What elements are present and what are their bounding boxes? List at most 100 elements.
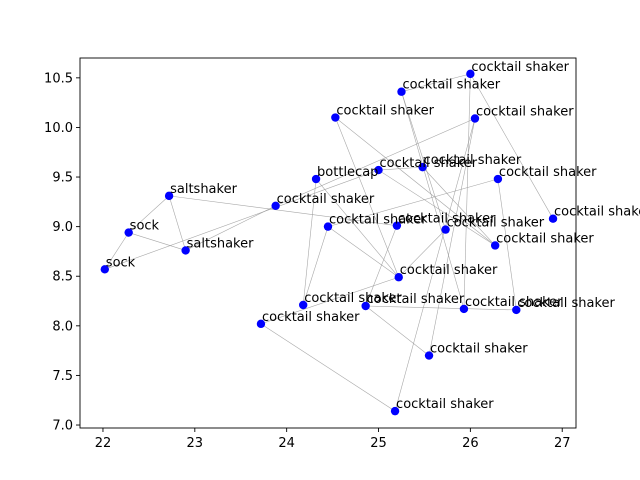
data-point	[392, 221, 402, 230]
point-label: sock	[106, 255, 136, 270]
x-tick-label: 24	[278, 436, 295, 451]
data-point	[299, 300, 308, 310]
graph-edge	[394, 118, 476, 412]
points-layer	[100, 69, 558, 416]
graph-edge	[365, 305, 430, 356]
point-label: cocktail shaker	[400, 263, 498, 278]
data-point	[100, 265, 110, 274]
point-label: saltshaker	[187, 236, 254, 251]
graph-edge	[497, 178, 517, 310]
data-point	[397, 87, 406, 96]
graph-edge	[315, 178, 399, 278]
data-point	[441, 225, 450, 234]
graph-edge	[463, 73, 471, 309]
x-tick-label: 23	[187, 436, 204, 451]
point-label: cocktail shaker	[402, 78, 500, 93]
point-label: cocktail shaker	[380, 156, 478, 171]
data-point	[418, 162, 427, 172]
data-point	[548, 214, 558, 223]
graph-edge	[275, 118, 476, 207]
data-point	[490, 241, 500, 250]
data-point	[164, 191, 174, 201]
edges-layer	[104, 73, 554, 412]
data-point	[512, 305, 521, 315]
data-point	[331, 113, 340, 122]
graph-edge	[401, 91, 465, 310]
data-point	[323, 222, 333, 231]
x-tick-label: 27	[554, 436, 571, 451]
graph-edge	[185, 205, 276, 251]
plot-frame	[79, 57, 577, 429]
point-label: cocktail shaker	[262, 310, 360, 325]
graph-edge	[128, 232, 186, 251]
y-tick-label: 8.5	[52, 270, 73, 285]
graph-edge	[378, 169, 496, 246]
data-point	[181, 246, 190, 255]
data-point	[124, 228, 133, 237]
point-label: cocktail shaker	[517, 296, 615, 311]
graph-edge	[428, 118, 476, 356]
point-label: cocktail shaker	[367, 292, 465, 307]
graph-edge	[365, 305, 517, 311]
point-label: cocktail shaker	[304, 291, 402, 306]
graph-edge	[335, 117, 400, 278]
graph-edge	[302, 226, 329, 306]
labels-layer: sock sock saltshaker saltshaker cocktail sha…	[106, 60, 640, 412]
point-label: cocktail shaker	[499, 165, 597, 180]
graph-edge	[104, 232, 129, 270]
graph-edge	[401, 73, 471, 93]
axes-layer: 22 23 24 25 26 27 7.0 7.5 8.0 8.5 9.0 9.5 10.0 10.5	[44, 57, 577, 451]
point-label: cocktail shaker	[329, 213, 427, 228]
y-tick-label: 7.0	[52, 419, 73, 434]
graph-edge	[168, 195, 186, 251]
data-point	[466, 69, 475, 79]
x-tick-label: 26	[462, 436, 479, 451]
y-tick-label: 9.5	[52, 171, 73, 186]
y-tick-label: 7.5	[52, 369, 73, 384]
graph-edge	[335, 117, 496, 246]
data-point	[390, 406, 400, 416]
y-tick-label: 8.0	[52, 319, 73, 334]
data-point	[374, 165, 383, 175]
y-tick-label: 9.0	[52, 220, 73, 235]
point-label: cocktail shaker	[476, 105, 574, 120]
graph-edge	[327, 178, 499, 227]
data-point	[271, 201, 280, 211]
data-point	[311, 174, 321, 184]
graph-edge	[365, 225, 398, 307]
data-point	[394, 273, 403, 282]
x-tick-label: 22	[95, 436, 112, 451]
point-label: cocktail shaker	[554, 205, 640, 220]
point-label: cocktail shaker	[398, 212, 496, 227]
point-label: cocktail shaker	[465, 295, 563, 310]
point-label: cocktail shaker	[496, 231, 594, 246]
data-point	[493, 174, 503, 184]
point-label: cocktail shaker	[471, 60, 569, 75]
graph-edge	[398, 229, 446, 278]
graph-edge	[169, 195, 397, 226]
data-point	[361, 301, 370, 311]
y-tick-label: 10.0	[44, 121, 73, 136]
graph-edge	[378, 166, 423, 171]
graph-edge	[128, 195, 170, 233]
point-label: sock	[130, 219, 160, 234]
graph-edge	[302, 178, 317, 306]
point-label: cocktail shaker	[424, 153, 522, 168]
graph-edge	[260, 276, 399, 325]
graph-edge	[260, 323, 396, 412]
data-point	[256, 319, 266, 329]
graph-edge	[104, 169, 379, 270]
point-label: cocktail shaker	[336, 104, 434, 119]
point-label: cocktail shaker	[447, 216, 545, 231]
point-label: cocktail shaker	[277, 192, 375, 207]
y-tick-label: 10.5	[44, 71, 73, 86]
graph-edge	[327, 226, 399, 278]
data-point	[459, 304, 469, 314]
graph-edge	[470, 73, 554, 219]
graph-edge	[422, 166, 496, 246]
point-label: cocktail shaker	[396, 397, 494, 412]
point-label: saltshaker	[170, 182, 237, 197]
point-label: cocktail shaker	[430, 342, 528, 357]
data-point	[470, 114, 480, 123]
